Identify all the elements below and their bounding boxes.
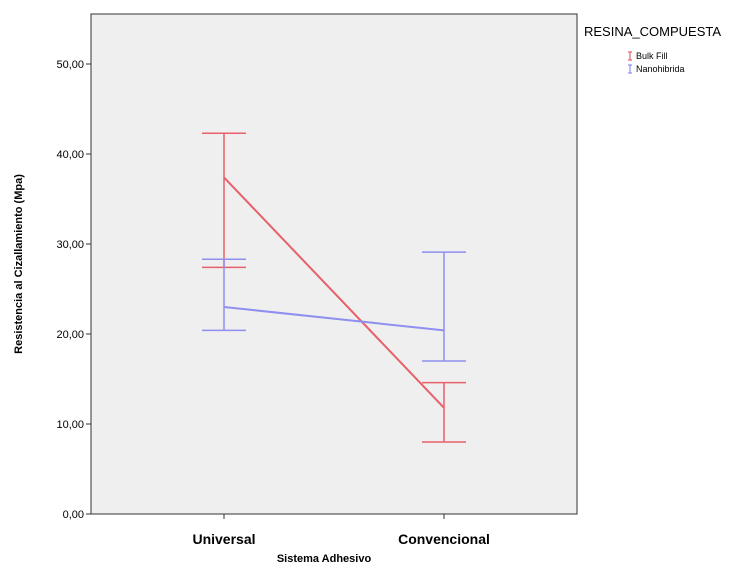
plot-area	[90, 13, 578, 515]
x-category-label: Convencional	[398, 531, 490, 547]
series-layer	[202, 132, 466, 443]
legend-title: RESINA_COMPUESTA	[584, 24, 721, 39]
x-axis: Universal Convencional	[192, 514, 490, 547]
y-tick-label: 30,00	[56, 239, 84, 251]
y-tick-label: 50,00	[56, 59, 84, 71]
x-category-label: Universal	[192, 531, 255, 547]
x-axis-title: Sistema Adhesivo	[277, 553, 372, 565]
y-tick-label: 20,00	[56, 329, 84, 341]
legend: Bulk Fill Nanohibrida	[628, 51, 685, 74]
series-nanohibrida	[202, 251, 466, 362]
y-tick-label: 0,00	[63, 509, 84, 521]
series-bulk-fill	[202, 132, 466, 443]
y-axis-title: Resistencia al Cizallamiento (Mpa)	[13, 174, 25, 354]
legend-label: Bulk Fill	[636, 51, 668, 61]
series-line	[223, 306, 445, 332]
y-axis: 0,00 10,00 20,00 30,00 40,00 50,00	[56, 59, 91, 521]
legend-label: Nanohibrida	[636, 64, 685, 74]
series-line	[223, 176, 445, 409]
y-tick-label: 40,00	[56, 149, 84, 161]
y-tick-label: 10,00	[56, 419, 84, 431]
